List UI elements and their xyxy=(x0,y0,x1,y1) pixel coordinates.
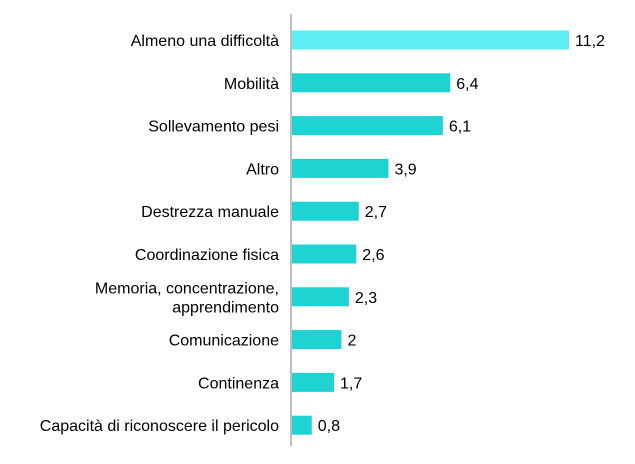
category-labels-group: Almeno una difficoltà Mobilità Sollevament… xyxy=(40,33,279,435)
category-label-0: Almeno una difficoltà xyxy=(131,33,279,50)
category-label-5: Coordinazione fisica xyxy=(135,247,279,264)
category-label-line: Comunicazione xyxy=(169,333,279,350)
category-label-line: Almeno una difficoltà xyxy=(131,33,279,50)
category-label-line: Memoria, concentrazione, xyxy=(95,280,279,297)
value-label-8: 1,7 xyxy=(340,375,362,392)
value-label-7: 2 xyxy=(347,333,356,350)
bar-3 xyxy=(292,158,389,178)
category-label-6: Memoria, concentrazione, apprendimento xyxy=(95,280,279,316)
bar-7 xyxy=(292,330,342,350)
category-label-line: Altro xyxy=(246,161,279,178)
value-label-5: 2,6 xyxy=(362,247,384,264)
category-label-line: apprendimento xyxy=(172,299,279,316)
bar-9 xyxy=(292,415,312,435)
category-label-7: Comunicazione xyxy=(169,333,279,350)
category-label-line: Mobilità xyxy=(224,76,279,93)
category-label-1: Mobilità xyxy=(224,76,279,93)
value-label-9: 0,8 xyxy=(318,418,340,435)
bar-2 xyxy=(292,116,443,136)
category-label-line: Destrezza manuale xyxy=(141,204,279,221)
bar-4 xyxy=(292,201,359,221)
bar-0 xyxy=(292,30,569,50)
value-label-4: 2,7 xyxy=(365,204,387,221)
bar-6 xyxy=(292,287,349,307)
bar-8 xyxy=(292,372,335,392)
category-label-2: Sollevamento pesi xyxy=(148,119,279,136)
value-label-2: 6,1 xyxy=(449,119,471,136)
category-label-8: Continenza xyxy=(198,375,279,392)
bars-group xyxy=(292,30,569,435)
value-labels-group: 11,2 6,4 6,1 3,9 2,7 2,6 2,3 2 1,7 0,8 xyxy=(318,33,605,435)
category-label-line: Continenza xyxy=(198,375,279,392)
category-label-4: Destrezza manuale xyxy=(141,204,279,221)
value-label-0: 11,2 xyxy=(575,33,605,50)
category-label-line: Sollevamento pesi xyxy=(148,119,279,136)
category-label-3: Altro xyxy=(246,161,279,178)
value-label-3: 3,9 xyxy=(394,161,416,178)
category-label-line: Coordinazione fisica xyxy=(135,247,279,264)
bar-5 xyxy=(292,244,357,264)
category-label-line: Capacità di riconoscere il pericolo xyxy=(40,418,279,435)
bar-1 xyxy=(292,73,451,93)
value-label-6: 2,3 xyxy=(355,290,377,307)
category-label-9: Capacità di riconoscere il pericolo xyxy=(40,418,279,435)
value-label-1: 6,4 xyxy=(456,76,478,93)
